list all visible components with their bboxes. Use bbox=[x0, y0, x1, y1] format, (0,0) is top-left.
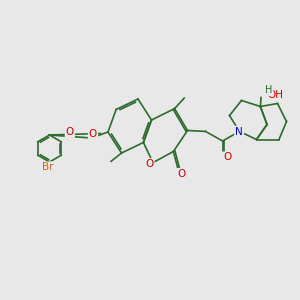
Text: H: H bbox=[265, 85, 272, 95]
Text: O: O bbox=[66, 127, 74, 137]
Text: Br: Br bbox=[42, 162, 54, 172]
Text: O: O bbox=[89, 129, 97, 139]
Text: O: O bbox=[177, 169, 186, 179]
Text: O: O bbox=[223, 152, 231, 163]
Text: N: N bbox=[235, 127, 243, 137]
Text: O: O bbox=[145, 159, 154, 169]
Text: OH: OH bbox=[268, 89, 284, 100]
